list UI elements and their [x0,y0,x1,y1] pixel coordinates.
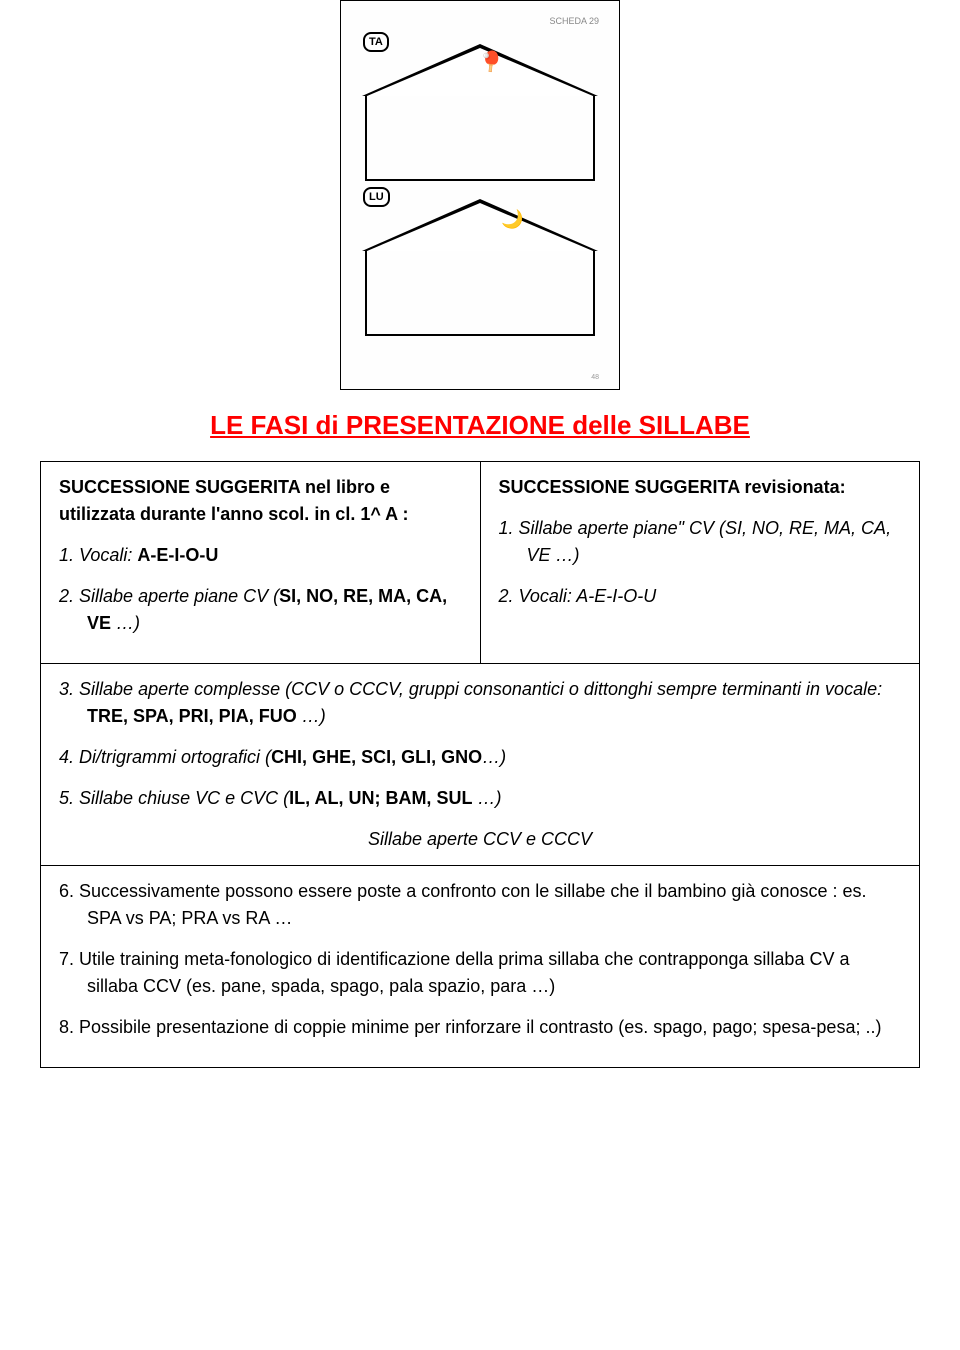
right-list: 1. Sillabe aperte piane" CV (SI, NO, RE,… [499,515,902,610]
list-item: 6. Successivamente possono essere poste … [59,878,901,932]
comparison-table: SUCCESSIONE SUGGERITA nel libro e utiliz… [40,461,920,1068]
list-item: 2. Sillabe aperte piane CV (SI, NO, RE, … [59,583,462,637]
sheet-number: SCHEDA 29 [361,16,599,26]
list-item: 8. Possibile presentazione di coppie min… [59,1014,901,1041]
left-list: 1. Vocali: A-E-I-O-U 2. Sillabe aperte p… [59,542,462,637]
list-item: 3. Sillabe aperte complesse (CCV o CCCV,… [59,676,901,730]
left-header: SUCCESSIONE SUGGERITA nel libro e utiliz… [59,474,462,528]
list-item: 1. Vocali: A-E-I-O-U [59,542,462,569]
mid-list: 3. Sillabe aperte complesse (CCV o CCCV,… [59,676,901,812]
table-row: SUCCESSIONE SUGGERITA nel libro e utiliz… [41,462,920,664]
merged-cell-2: 3. Sillabe aperte complesse (CCV o CCCV,… [41,664,920,866]
table-row: 3. Sillabe aperte complesse (CCV o CCCV,… [41,664,920,866]
moon-icon: 🌙 [501,209,523,230]
list-item: 5. Sillabe chiuse VC e CVC (IL, AL, UN; … [59,785,901,812]
syllable-bubble-2: LU [363,187,390,207]
page: SCHEDA 29 TA 🏓 LU 🌙 48 LE FASI di PRE [0,0,960,1108]
house-2: LU 🌙 [361,201,599,336]
right-header: SUCCESSIONE SUGGERITA revisionata: [499,474,902,501]
worksheet-page-num: 48 [591,374,599,381]
syllable-bubble-1: TA [363,32,389,52]
right-header-cell: SUCCESSIONE SUGGERITA revisionata: 1. Si… [480,462,920,664]
bottom-list: 6. Successivamente possono essere poste … [59,878,901,1041]
worksheet-thumbnail: SCHEDA 29 TA 🏓 LU 🌙 48 [340,0,620,390]
merged-cell-3: 6. Successivamente possono essere poste … [41,866,920,1068]
table-row: 6. Successivamente possono essere poste … [41,866,920,1068]
list-item: 2. Vocali: A-E-I-O-U [499,583,902,610]
page-title: LE FASI di PRESENTAZIONE delle SILLABE [40,410,920,441]
center-caption: Sillabe aperte CCV e CCCV [59,826,901,853]
left-header-cell: SUCCESSIONE SUGGERITA nel libro e utiliz… [41,462,481,664]
list-item: 7. Utile training meta-fonologico di ide… [59,946,901,1000]
house-1: TA 🏓 [361,46,599,181]
list-item: 4. Di/trigrammi ortografici (CHI, GHE, S… [59,744,901,771]
title-text: LE FASI di PRESENTAZIONE delle SILLABE [210,410,750,440]
list-item: 1. Sillabe aperte piane" CV (SI, NO, RE,… [499,515,902,569]
